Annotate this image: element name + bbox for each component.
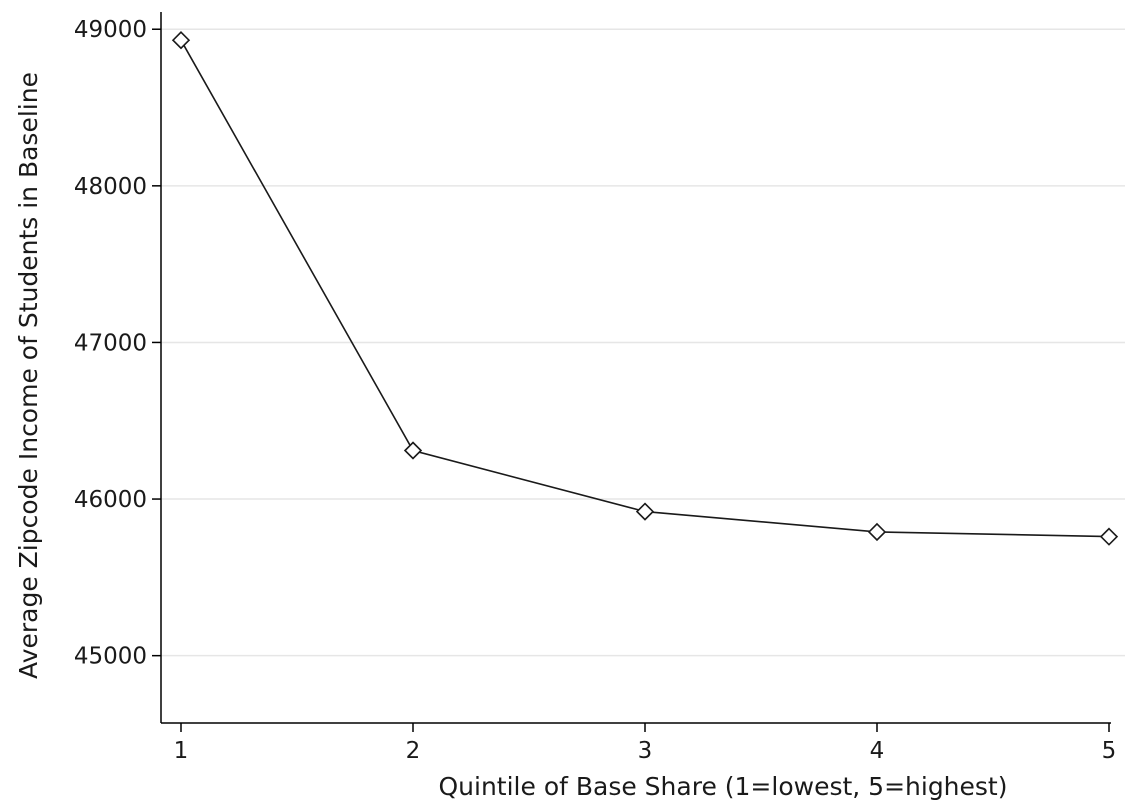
x-ticks: 1 2 3 4 5 [174, 723, 1117, 764]
data-point-marker [867, 522, 887, 542]
y-tick-label: 48000 [74, 174, 147, 200]
data-point-marker [1099, 527, 1119, 546]
x-tick-label: 4 [870, 738, 885, 764]
series-line [180, 39, 1110, 538]
x-tick-label: 2 [406, 738, 421, 764]
x-tick-label: 1 [174, 738, 189, 764]
data-point-marker [171, 31, 191, 50]
x-axis-title: Quintile of Base Share (1=lowest, 5=high… [438, 772, 1007, 801]
gridlines [161, 28, 1125, 657]
y-tick-label: 46000 [74, 487, 147, 513]
series [171, 31, 1119, 546]
y-tick-label: 47000 [74, 330, 147, 356]
data-point-marker [635, 502, 655, 521]
x-tick-label: 3 [638, 738, 653, 764]
y-tick-label: 49000 [74, 17, 147, 43]
data-point-marker [403, 441, 423, 460]
axes [160, 12, 1111, 724]
y-ticks: 45000 46000 47000 48000 49000 [74, 17, 161, 670]
x-tick-label: 5 [1102, 738, 1117, 764]
y-tick-label: 45000 [74, 644, 147, 670]
y-axis-title: Average Zipcode Income of Students in Ba… [14, 72, 43, 679]
